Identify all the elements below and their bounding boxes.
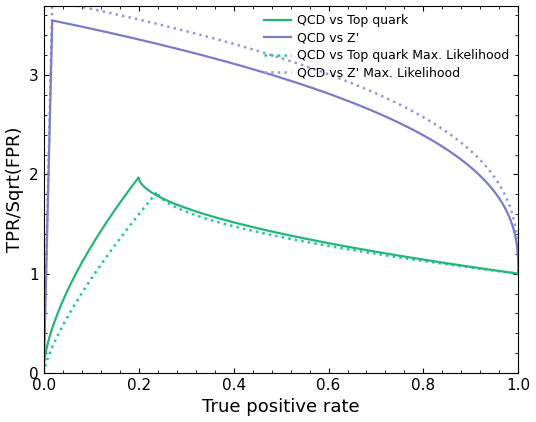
QCD vs Z'	[349, 100, 356, 105]
Line: QCD vs Top quark: QCD vs Top quark	[44, 178, 518, 368]
QCD vs Top quark Max. Likelihood	[515, 271, 522, 276]
QCD vs Z' Max. Likelihood	[515, 271, 522, 276]
QCD vs Z' Max. Likelihood	[349, 81, 356, 86]
X-axis label: True positive rate: True positive rate	[202, 398, 360, 417]
QCD vs Top quark Max. Likelihood	[222, 222, 228, 227]
QCD vs Z'	[325, 91, 332, 96]
Line: QCD vs Z' Max. Likelihood: QCD vs Z' Max. Likelihood	[44, 0, 518, 373]
QCD vs Top quark	[515, 271, 522, 276]
QCD vs Top quark	[222, 218, 228, 223]
QCD vs Z'	[41, 371, 47, 376]
Line: QCD vs Top quark Max. Likelihood: QCD vs Top quark Max. Likelihood	[44, 191, 518, 373]
QCD vs Top quark Max. Likelihood	[395, 255, 401, 260]
QCD vs Top quark Max. Likelihood	[126, 223, 133, 228]
QCD vs Top quark	[395, 253, 401, 258]
QCD vs Z' Max. Likelihood	[41, 371, 47, 376]
QCD vs Top quark	[136, 175, 142, 180]
QCD vs Top quark	[325, 241, 332, 246]
QCD vs Top quark Max. Likelihood	[325, 243, 332, 249]
QCD vs Z'	[49, 18, 56, 23]
QCD vs Top quark	[349, 245, 356, 250]
QCD vs Z' Max. Likelihood	[222, 39, 228, 44]
QCD vs Top quark Max. Likelihood	[431, 260, 437, 265]
Line: QCD vs Z': QCD vs Z'	[44, 20, 518, 373]
QCD vs Z'	[127, 35, 133, 40]
Legend: QCD vs Top quark, QCD vs Z', QCD vs Top quark Max. Likelihood, QCD vs Z' Max. Li: QCD vs Top quark, QCD vs Z', QCD vs Top …	[261, 12, 512, 82]
QCD vs Top quark Max. Likelihood	[41, 371, 47, 376]
QCD vs Z' Max. Likelihood	[431, 121, 437, 126]
QCD vs Top quark	[126, 187, 133, 192]
QCD vs Z' Max. Likelihood	[325, 72, 332, 77]
QCD vs Top quark	[41, 365, 47, 371]
QCD vs Top quark	[431, 259, 437, 264]
QCD vs Z'	[222, 59, 228, 64]
QCD vs Z'	[515, 271, 522, 276]
QCD vs Z' Max. Likelihood	[395, 101, 401, 106]
QCD vs Z' Max. Likelihood	[49, 0, 56, 3]
QCD vs Z'	[431, 139, 437, 144]
Y-axis label: TPR/Sqrt(FPR): TPR/Sqrt(FPR)	[5, 127, 24, 252]
QCD vs Z' Max. Likelihood	[127, 15, 133, 20]
QCD vs Top quark Max. Likelihood	[349, 247, 356, 252]
QCD vs Top quark Max. Likelihood	[154, 189, 161, 194]
QCD vs Z'	[395, 120, 401, 125]
